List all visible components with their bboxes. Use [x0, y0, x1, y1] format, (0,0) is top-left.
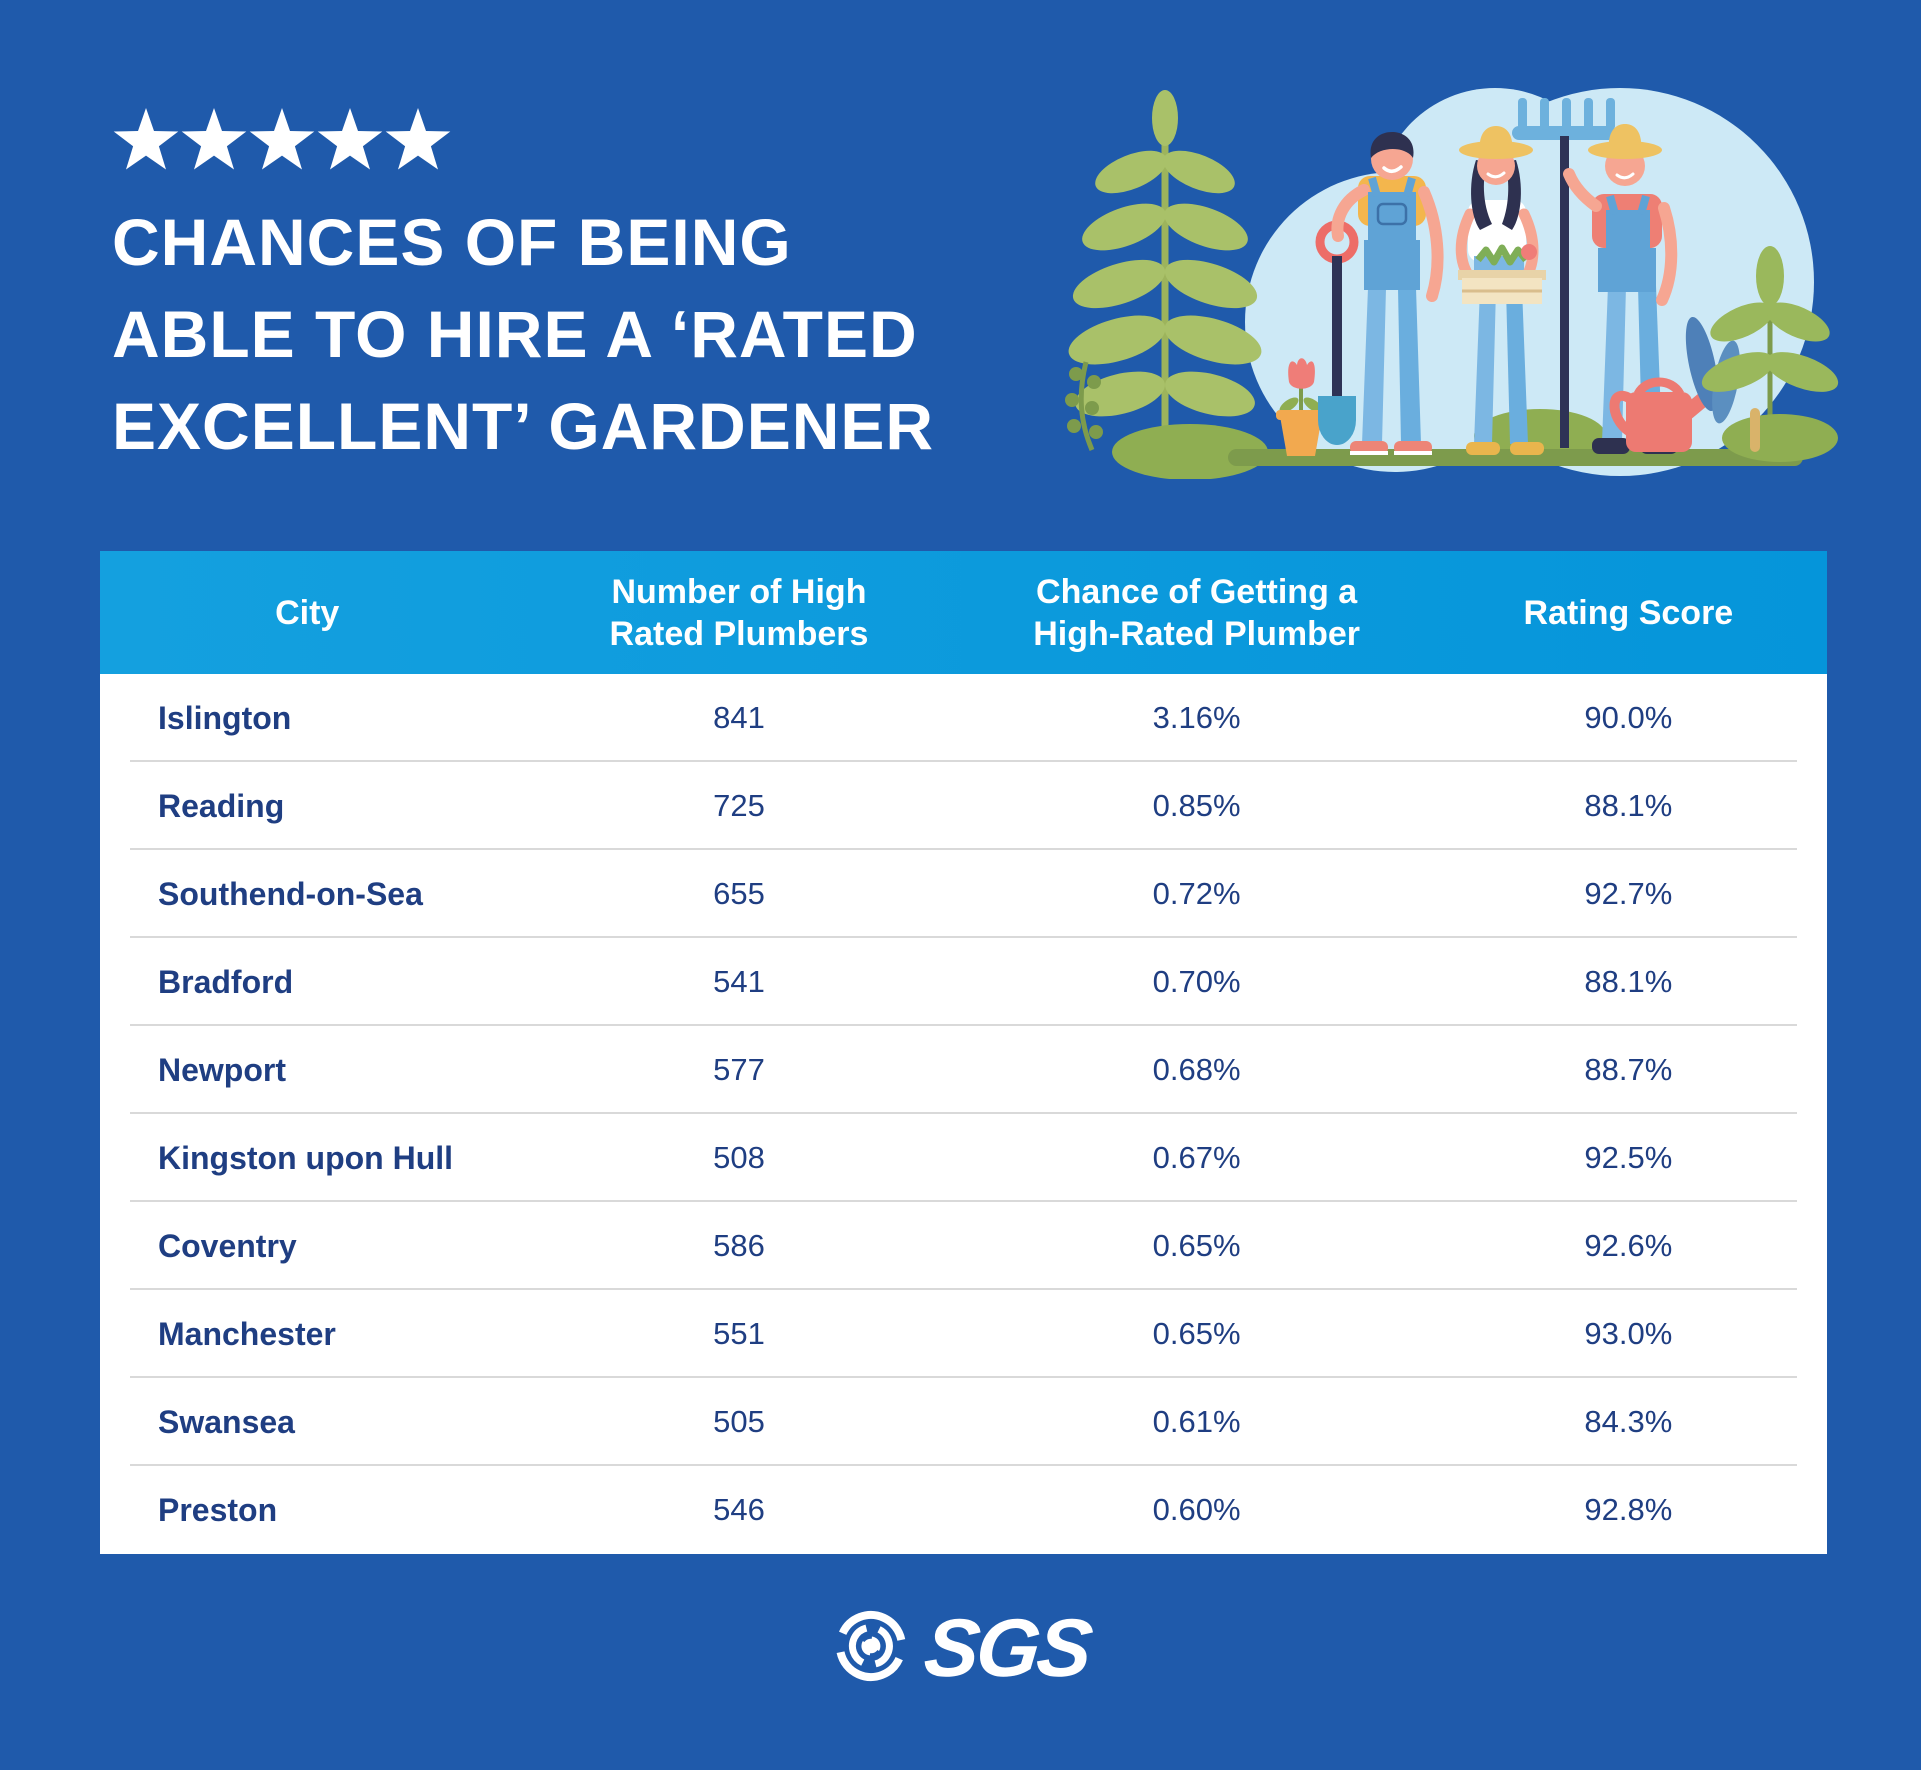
sgs-target-icon	[832, 1608, 908, 1689]
column-header-city: City	[275, 593, 340, 632]
cell-chance: 0.65%	[1152, 1228, 1241, 1263]
right-plants	[1685, 246, 1839, 462]
cell-rating: 93.0%	[1584, 1316, 1673, 1351]
cell-plumbers: 725	[713, 788, 765, 823]
cell-plumbers: 551	[713, 1316, 765, 1351]
cell-city: Reading	[158, 787, 285, 824]
gardener-woman-crate	[1455, 126, 1546, 455]
city-ratings-table: City Number of High Rated Plumbers Chanc…	[100, 551, 1827, 1554]
rake-icon	[1512, 98, 1616, 448]
cell-rating: 88.1%	[1584, 964, 1673, 999]
table-row: Coventry 586 0.65% 92.6%	[100, 1202, 1827, 1290]
sprig	[1065, 361, 1103, 451]
cell-rating: 88.1%	[1584, 788, 1673, 823]
cell-chance: 0.72%	[1152, 876, 1241, 911]
cell-city: Bradford	[158, 963, 294, 1000]
cell-rating: 92.7%	[1584, 876, 1673, 911]
brand-logo: SGS	[832, 1603, 1093, 1694]
cell-plumbers: 541	[713, 964, 765, 999]
table-row: Bradford 541 0.70% 88.1%	[100, 938, 1827, 1026]
five-star-rating-icon	[112, 104, 457, 185]
cell-rating: 90.0%	[1584, 700, 1673, 735]
title-line-3: EXCELLENT’ GARDENER	[112, 389, 935, 463]
gardener-man-shovel	[1331, 132, 1444, 455]
title-line-2: ABLE TO HIRE A ‘RATED	[112, 297, 918, 371]
cell-rating: 84.3%	[1584, 1404, 1673, 1439]
cell-plumbers: 508	[713, 1140, 765, 1175]
gardeners-illustration	[980, 64, 1865, 484]
cell-city: Swansea	[158, 1403, 295, 1440]
cell-rating: 92.6%	[1584, 1228, 1673, 1263]
cell-plumbers: 586	[713, 1228, 765, 1263]
table-row: Reading 725 0.85% 88.1%	[100, 762, 1827, 850]
cell-city: Coventry	[158, 1227, 297, 1264]
table-body: Islington 841 3.16% 90.0% Reading 725 0.…	[100, 674, 1827, 1554]
table-row: Preston 546 0.60% 92.8%	[100, 1466, 1827, 1554]
cell-chance: 0.68%	[1152, 1052, 1241, 1087]
table-header-row: City Number of High Rated Plumbers Chanc…	[100, 551, 1827, 674]
table-row: Southend-on-Sea 655 0.72% 92.7%	[100, 850, 1827, 938]
table-row: Swansea 505 0.61% 84.3%	[100, 1378, 1827, 1466]
cell-city: Southend-on-Sea	[158, 875, 423, 912]
title-line-1: CHANCES OF BEING	[112, 205, 792, 279]
column-header-rating: Rating Score	[1523, 593, 1734, 632]
cell-chance: 0.70%	[1152, 964, 1241, 999]
cell-plumbers: 577	[713, 1052, 765, 1087]
cell-city: Preston	[158, 1491, 278, 1528]
cell-city: Manchester	[158, 1315, 336, 1352]
cell-chance: 0.67%	[1152, 1140, 1241, 1175]
cell-chance: 3.16%	[1152, 700, 1241, 735]
cell-rating: 92.5%	[1584, 1140, 1673, 1175]
table-row: Manchester 551 0.65% 93.0%	[100, 1290, 1827, 1378]
cell-plumbers: 655	[713, 876, 765, 911]
brand-name: SGS	[919, 1602, 1094, 1694]
table-row: Kingston upon Hull 508 0.67% 92.5%	[100, 1114, 1827, 1202]
cell-city: Islington	[158, 699, 292, 736]
cell-city: Kingston upon Hull	[158, 1139, 454, 1176]
cell-chance: 0.60%	[1152, 1492, 1241, 1527]
column-header-plumbers: Number of High Rated Plumbers	[609, 572, 869, 653]
column-header-chance: Chance of Getting a High-Rated Plumber	[1033, 572, 1361, 653]
table-row: Newport 577 0.68% 88.7%	[100, 1026, 1827, 1114]
cell-plumbers: 546	[713, 1492, 765, 1527]
cell-rating: 88.7%	[1584, 1052, 1673, 1087]
cell-plumbers: 841	[713, 700, 765, 735]
bush-left	[1112, 424, 1268, 480]
cell-rating: 92.8%	[1584, 1492, 1673, 1527]
cell-chance: 0.61%	[1152, 1404, 1241, 1439]
tall-plant	[1068, 90, 1262, 448]
potted-tulip-icon	[1276, 358, 1326, 456]
page-title: CHANCES OF BEING ABLE TO HIRE A ‘RATED E…	[112, 196, 934, 472]
table-row: Islington 841 3.16% 90.0%	[100, 674, 1827, 762]
cell-plumbers: 505	[713, 1404, 765, 1439]
cell-city: Newport	[158, 1051, 286, 1088]
cell-chance: 0.85%	[1152, 788, 1241, 823]
cell-chance: 0.65%	[1152, 1316, 1241, 1351]
